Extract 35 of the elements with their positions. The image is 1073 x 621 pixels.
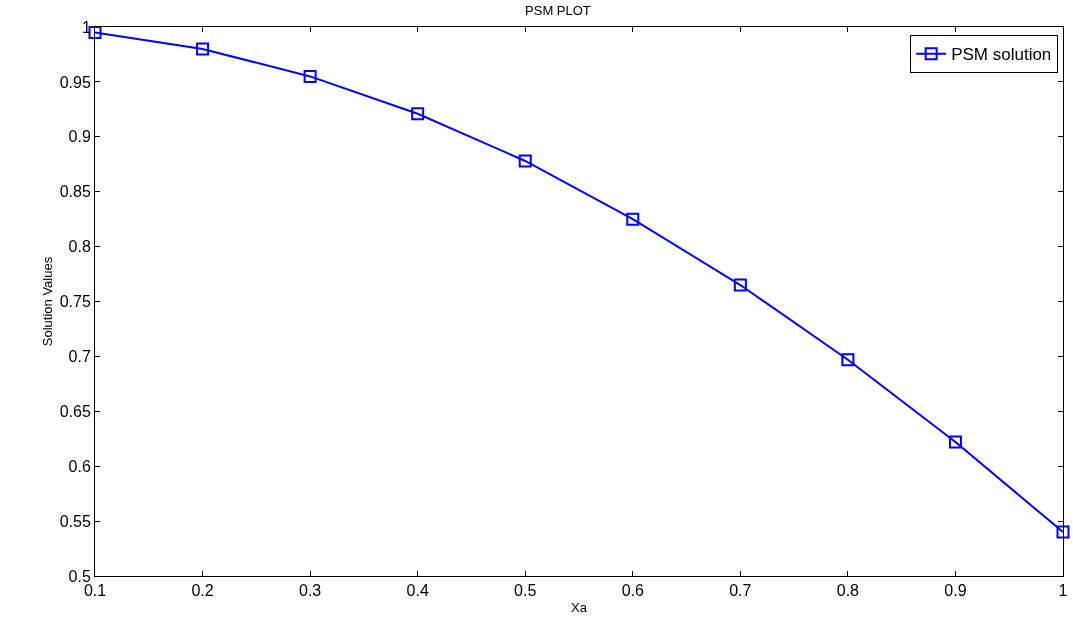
point [88, 25, 102, 39]
x-tick-label: 0.2 [191, 582, 214, 600]
y-axis-title: Solution Values [39, 256, 55, 347]
y-tick-label: 0.65 [59, 402, 91, 420]
point [841, 353, 855, 367]
x-tick-label: 0.7 [729, 582, 752, 600]
y-tick-label: 0.95 [59, 73, 91, 91]
point [303, 69, 317, 83]
chart-title: PSM PLOT [525, 3, 591, 19]
point [626, 212, 640, 226]
y-tick-label: 0.9 [68, 128, 91, 146]
point [196, 42, 210, 56]
legend-label: PSM solution [951, 45, 1052, 65]
point [411, 107, 425, 121]
x-tick-label: 0.1 [83, 582, 107, 600]
x-tick-label: 0.9 [944, 582, 967, 600]
x-tick-label: 0.4 [406, 582, 429, 600]
x-tick-label: 0.6 [621, 582, 644, 600]
point [518, 154, 532, 168]
point [948, 435, 962, 449]
x-tick-label: 0.8 [836, 582, 860, 600]
point [733, 278, 747, 292]
y-tick-label: 0.75 [59, 293, 91, 311]
x-tick-label: 0.3 [298, 582, 322, 600]
y-tick-label: 0.6 [68, 457, 91, 475]
y-tick-label: 0.5 [68, 567, 91, 585]
point [1056, 525, 1070, 539]
x-tick-label: 1 [1058, 582, 1068, 600]
x-axis-title: Xa [571, 599, 588, 615]
y-tick-label: 1 [81, 18, 91, 36]
y-tick-label: 0.7 [68, 348, 91, 365]
x-tick-label: 0.5 [514, 582, 537, 600]
y-tick-label: 0.8 [68, 238, 91, 256]
y-tick-label: 0.85 [59, 183, 91, 201]
y-tick-label: 0.55 [59, 512, 91, 530]
